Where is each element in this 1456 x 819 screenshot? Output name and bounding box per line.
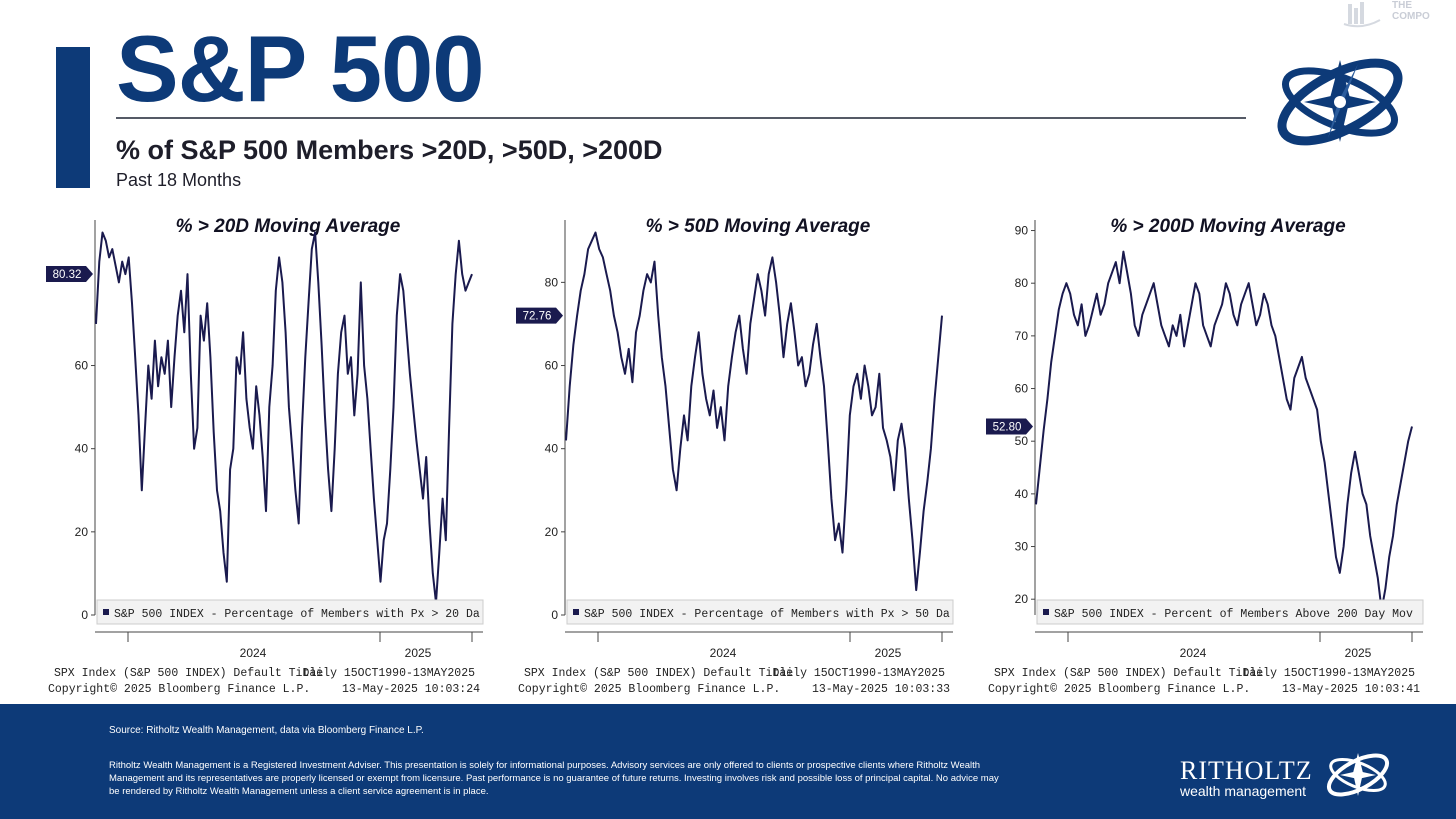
y-tick-label: 20: [545, 525, 559, 539]
series-line: [95, 231, 473, 604]
chart-title: % > 20D Moving Average: [176, 216, 401, 237]
legend-swatch: [573, 609, 579, 615]
legend-swatch: [103, 609, 109, 615]
chart-footer-text: SPX Index (S&P 500 INDEX) Default Title: [54, 667, 323, 680]
last-value-text: 80.32: [53, 269, 82, 281]
legend-box: [96, 599, 484, 625]
last-value-text: 52.80: [993, 421, 1022, 433]
legend-box: [566, 599, 954, 625]
last-value-tag: [986, 418, 1033, 435]
legend-swatch: [1043, 609, 1049, 615]
series-line: [565, 231, 943, 592]
chart-title: % > 200D Moving Average: [1110, 216, 1346, 237]
chart-footer-text: 13-May-2025 10:03:33: [812, 683, 950, 696]
y-tick-label: 50: [1015, 434, 1029, 448]
top-compound-logo-icon: [1343, 2, 1381, 28]
footer-band: Source: Ritholtz Wealth Management, data…: [0, 704, 1456, 819]
last-value-label: 80.32: [46, 266, 93, 283]
chart-footer-text: Copyright© 2025 Bloomberg Finance L.P.: [988, 683, 1250, 696]
x-tick-label: 2024: [710, 646, 737, 660]
chart-footer-text: 13-May-2025 10:03:41: [1282, 683, 1420, 696]
y-tick-label: 60: [75, 359, 89, 373]
page-title: S&P 500: [116, 16, 485, 121]
y-tick-label: 70: [1015, 329, 1029, 343]
chart-title: % > 50D Moving Average: [646, 216, 871, 237]
title-divider: [116, 117, 1246, 119]
x-tick-label: 2025: [405, 646, 432, 660]
y-tick-label: 20: [1015, 592, 1029, 606]
chart-svg: % > 50D Moving Average 0 20 40 60 80 2024 2025 7…: [516, 216, 954, 696]
y-tick-label: 40: [545, 442, 559, 456]
chart-svg: % > 20D Moving Average 0 20 40 60 2024 2025 80.…: [46, 216, 484, 696]
disclaimer-text: Ritholtz Wealth Management is a Register…: [109, 760, 999, 797]
y-tick-label: 40: [1015, 487, 1029, 501]
y-tick-label: 40: [75, 442, 89, 456]
legend-box: [1036, 599, 1424, 625]
ritholtz-compass-logo-icon: [1277, 58, 1403, 146]
top-logo-text: THE COMPO: [1392, 0, 1430, 22]
chart-footer-text: Copyright© 2025 Bloomberg Finance L.P.: [48, 683, 310, 696]
x-tick-label: 2025: [875, 646, 902, 660]
last-value-label: 72.76: [516, 307, 563, 324]
legend-text: S&P 500 INDEX - Percent of Members Above…: [1054, 608, 1413, 621]
series-line: [1035, 250, 1413, 611]
chart-footer-text: SPX Index (S&P 500 INDEX) Default Title: [994, 667, 1263, 680]
x-tick-label: 2024: [240, 646, 267, 660]
y-tick-label: 80: [1015, 276, 1029, 290]
footer-brand-name: RITHOLTZ: [1180, 756, 1313, 785]
last-value-text: 72.76: [523, 311, 552, 323]
legend-text: S&P 500 INDEX - Percentage of Members wi…: [114, 608, 480, 621]
legend-text: S&P 500 INDEX - Percentage of Members wi…: [584, 608, 950, 621]
page-subtitle: % of S&P 500 Members >20D, >50D, >200D: [116, 135, 663, 165]
chart-footer-text: SPX Index (S&P 500 INDEX) Default Title: [524, 667, 793, 680]
y-tick-label: 0: [551, 608, 558, 622]
y-tick-label: 30: [1015, 540, 1029, 554]
last-value-tag: [46, 266, 93, 283]
chart-legend: S&P 500 INDEX - Percent of Members Above…: [1036, 599, 1424, 625]
chart-footer-text: Daily 15OCT1990-13MAY2025: [772, 667, 945, 680]
y-tick-label: 0: [81, 608, 88, 622]
top-logo-text-line-2: COMPO: [1392, 11, 1430, 22]
footer-brand-subtitle: wealth management: [1180, 783, 1307, 799]
last-value-tag: [516, 307, 563, 324]
chart-footer-text: 13-May-2025 10:03:24: [342, 683, 480, 696]
source-note: Source: Ritholtz Wealth Management, data…: [109, 725, 424, 736]
chart-200d-moving-average: % > 200D Moving Average 20 30 40 50 60 70 80 90 2…: [980, 205, 1430, 705]
top-logo-text-line-1: THE: [1392, 0, 1412, 11]
y-tick-label: 60: [545, 359, 559, 373]
y-tick-label: 60: [1015, 382, 1029, 396]
chart-legend: S&P 500 INDEX - Percentage of Members wi…: [566, 599, 954, 625]
chart-legend: S&P 500 INDEX - Percentage of Members wi…: [96, 599, 484, 625]
chart-svg: % > 200D Moving Average 20 30 40 50 60 70 80 90 2…: [986, 216, 1424, 696]
y-tick-label: 90: [1015, 224, 1029, 238]
x-tick-label: 2025: [1345, 646, 1372, 660]
chart-footer-text: Copyright© 2025 Bloomberg Finance L.P.: [518, 683, 780, 696]
chart-footer-text: Daily 15OCT1990-13MAY2025: [1242, 667, 1415, 680]
last-value-label: 52.80: [986, 418, 1033, 435]
chart-footer-text: Daily 15OCT1990-13MAY2025: [302, 667, 475, 680]
chart-20d-moving-average: % > 20D Moving Average 0 20 40 60 2024 2025 80.…: [40, 205, 490, 705]
y-tick-label: 80: [545, 275, 559, 289]
x-tick-label: 2024: [1180, 646, 1207, 660]
footer-compass-logo-icon: [1326, 753, 1390, 797]
period-label: Past 18 Months: [116, 170, 242, 190]
chart-50d-moving-average: % > 50D Moving Average 0 20 40 60 80 2024 2025 7…: [510, 205, 960, 705]
y-tick-label: 20: [75, 525, 89, 539]
title-accent-bar: [56, 47, 90, 188]
